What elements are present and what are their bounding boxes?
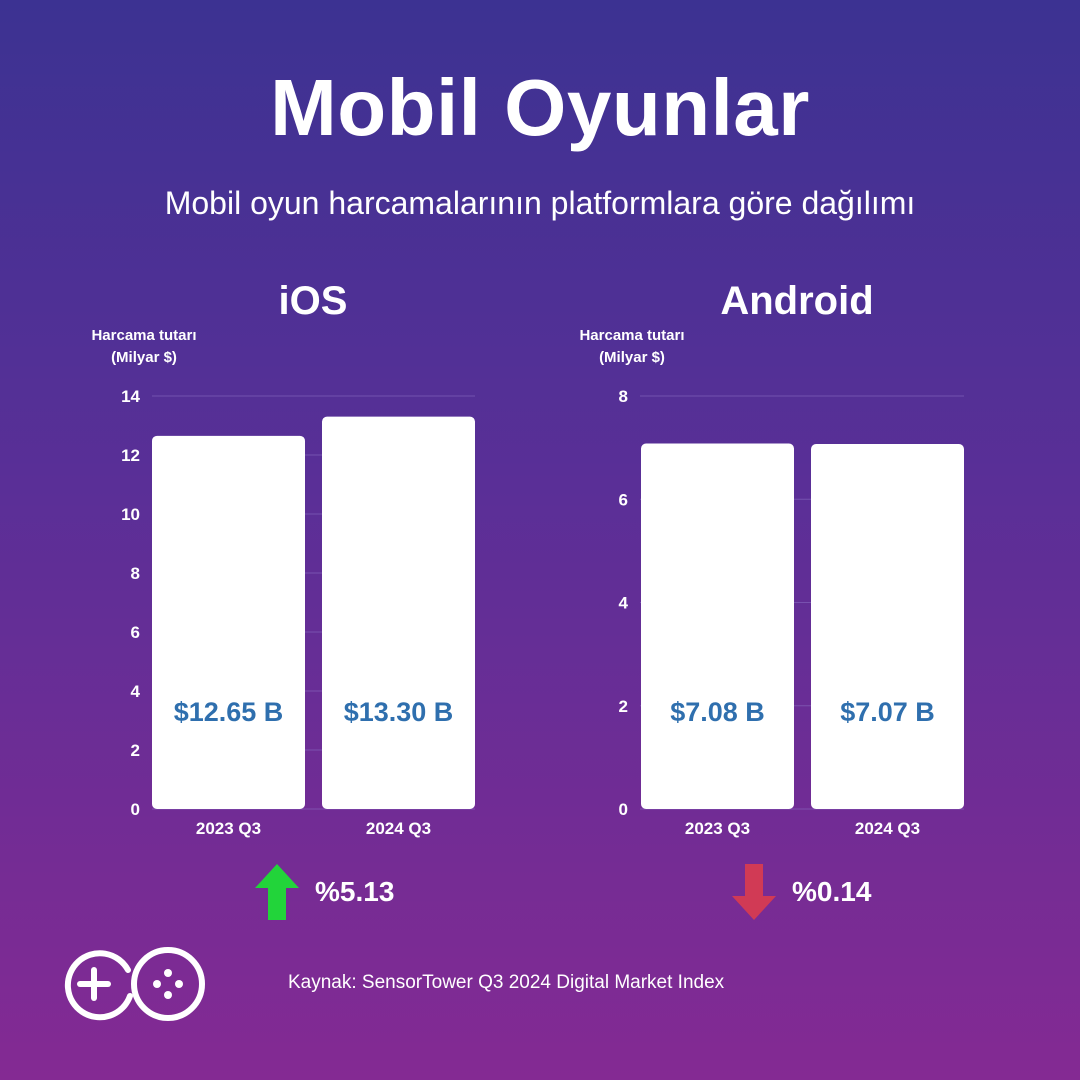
ios-chart-title: iOS bbox=[279, 279, 348, 323]
android-y-tick-label: 0 bbox=[619, 800, 628, 819]
android-chart-svg: Android Harcama tutarı (Milyar $) 0 2 4 6 8 $7.0… bbox=[579, 279, 964, 838]
android-y-tick-label: 8 bbox=[619, 387, 628, 406]
android-change-percent: %0.14 bbox=[792, 876, 872, 907]
source-note: Kaynak: SensorTower Q3 2024 Digital Mark… bbox=[288, 972, 725, 993]
ios-bar bbox=[152, 435, 305, 809]
ios-x-tick-label: 2023 Q3 bbox=[196, 819, 261, 838]
android-y-axis-label: Harcama tutarı bbox=[579, 327, 684, 344]
ios-y-tick-label: 6 bbox=[131, 623, 140, 642]
ios-y-tick-label: 0 bbox=[131, 800, 140, 819]
arrow-down-icon bbox=[732, 864, 776, 920]
ios-y-axis-label: Harcama tutarı bbox=[91, 327, 196, 344]
android-y-tick-label: 2 bbox=[619, 697, 628, 716]
android-bar-value-label: $7.08 B bbox=[670, 697, 765, 727]
ios-y-tick-label: 4 bbox=[131, 682, 141, 701]
page-subtitle: Mobil oyun harcamalarının platformlara g… bbox=[164, 185, 916, 221]
ios-change-percent: %5.13 bbox=[315, 876, 395, 907]
game-controller-logo-icon bbox=[60, 946, 206, 1022]
android-y-tick-label: 6 bbox=[619, 490, 628, 509]
ios-y-tick-label: 8 bbox=[131, 564, 140, 583]
android-chart-title: Android bbox=[720, 279, 873, 323]
ios-y-tick-label: 2 bbox=[131, 741, 140, 760]
arrow-up-icon bbox=[255, 864, 299, 920]
ios-x-tick-label: 2024 Q3 bbox=[366, 819, 431, 838]
ios-y-tick-label: 10 bbox=[121, 505, 140, 524]
android-bar bbox=[811, 444, 964, 809]
ios-bar bbox=[322, 416, 475, 809]
ios-bar-value-label: $13.30 B bbox=[344, 697, 454, 727]
ios-chart-svg: iOS Harcama tutarı (Milyar $) 0 2 4 6 8 10 12 14 $1… bbox=[91, 279, 475, 838]
android-bar-chart: Android Harcama tutarı (Milyar $) 0 2 4 6 8 $7.0… bbox=[540, 270, 1080, 838]
page-title: Mobil Oyunlar bbox=[270, 63, 810, 152]
ios-change-indicator: %5.13 bbox=[255, 862, 394, 922]
ios-bar-chart: iOS Harcama tutarı (Milyar $) 0 2 4 6 8 10 12 14 $1… bbox=[0, 270, 540, 838]
android-x-tick-label: 2024 Q3 bbox=[855, 819, 920, 838]
ios-y-tick-label: 12 bbox=[121, 446, 140, 465]
ios-y-axis-label: (Milyar $) bbox=[111, 349, 177, 366]
android-x-tick-label: 2023 Q3 bbox=[685, 819, 750, 838]
android-bar-value-label: $7.07 B bbox=[840, 697, 935, 727]
android-y-axis-label: (Milyar $) bbox=[599, 349, 665, 366]
ios-bar-value-label: $12.65 B bbox=[174, 697, 284, 727]
android-y-tick-label: 4 bbox=[619, 594, 629, 613]
android-change-indicator: %0.14 bbox=[732, 862, 871, 922]
android-bar bbox=[641, 443, 794, 809]
ios-y-tick-label: 14 bbox=[121, 387, 140, 406]
